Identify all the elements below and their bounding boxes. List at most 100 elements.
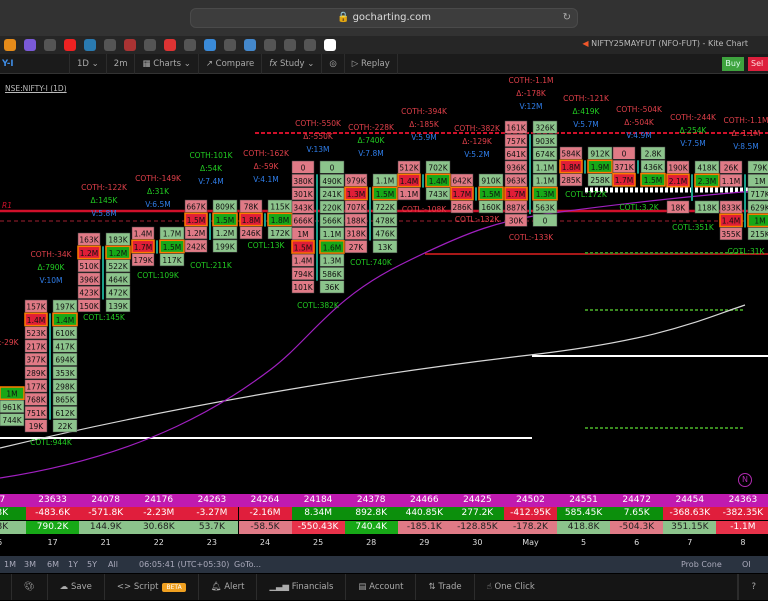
sell-volume-text: 301K (293, 190, 313, 199)
bookmark-icon[interactable] (4, 39, 16, 51)
delta-label: Δ:54K (200, 164, 223, 173)
footprint-candle: COTH:-162KΔ:-59KV:4.1M78K1.8M246K115K1.8… (240, 149, 292, 250)
replay-button[interactable]: ▷ Replay (345, 54, 398, 74)
buy-volume-text: 961K (2, 403, 22, 412)
sell-volume-text: 188K (346, 216, 366, 225)
range-1m[interactable]: 1M (4, 556, 16, 573)
charts-button[interactable]: ▦ Charts ⌄ (135, 54, 198, 74)
sell-volume-text: 157K (26, 303, 46, 312)
clock-time: 06:05:41 (UTC+05:30) (139, 556, 229, 573)
reload-icon[interactable]: ↻ (563, 9, 571, 27)
trade-label: Trade (438, 582, 461, 592)
symbol-search[interactable]: Y-I (0, 54, 70, 74)
coth-label: COTH:-382K (454, 124, 501, 133)
buy-volume-text: 1.5M (482, 190, 500, 199)
buy-volume-text: 1M (6, 390, 17, 399)
trade-button[interactable]: ⇅ Trade (416, 574, 474, 600)
close-cell: 24502 (504, 494, 557, 507)
buy-volume-text: 912K (590, 150, 610, 159)
sub-interval[interactable]: 2m (107, 54, 136, 74)
delta-label: Δ:-59K (254, 162, 280, 171)
prob-cone-button[interactable]: Prob Cone (681, 556, 722, 573)
coth-label: COTH:-394K (401, 107, 448, 116)
bookmark-icon[interactable] (124, 39, 136, 51)
interval-select[interactable]: 1D ⌄ (70, 54, 107, 74)
coth-label: COTH:-121K (563, 94, 610, 103)
buy-volume-text: 241K (322, 190, 342, 199)
buy-volume-text: 1.1M (536, 177, 554, 186)
save-button[interactable]: ☁ Save (48, 574, 105, 600)
bookmark-icon[interactable] (204, 39, 216, 51)
study-button[interactable]: fx Study ⌄ (262, 54, 322, 74)
cotl-label: COTL:740K (350, 258, 393, 267)
sell-volume-text: 1.7M (507, 190, 525, 199)
account-button[interactable]: ▤ Account (346, 574, 416, 600)
range-6m[interactable]: 6M (47, 556, 59, 573)
delta-cell: 790.2K (26, 521, 79, 534)
sell-volume-text: 285K (561, 176, 581, 185)
bookmark-icon[interactable] (284, 39, 296, 51)
oi-change-row: 13K-483.6K-571.8K-2.23M-3.27M-2.16M8.34M… (0, 507, 768, 520)
range-all[interactable]: All (108, 556, 118, 573)
tab-title[interactable]: ◀ NIFTY25MAYFUT (NFO-FUT) - Kite Chart (582, 39, 748, 48)
buy-volume-text: 1.5M (644, 176, 662, 185)
bookmark-icon[interactable] (164, 39, 176, 51)
range-3m[interactable]: 3M (24, 556, 36, 573)
date-label: 22 (132, 538, 185, 547)
range-5y[interactable]: 5Y (87, 556, 97, 573)
bookmark-icon[interactable] (184, 39, 196, 51)
sell-volume-text: 27K (349, 243, 365, 252)
bookmark-icon[interactable] (84, 39, 96, 51)
buy-volume-text: 13K (378, 243, 394, 252)
sell-button[interactable]: Sel (748, 57, 768, 71)
buy-volume-text: 0 (330, 164, 335, 173)
interval-value: 1D (77, 59, 89, 69)
date-label: 5 (557, 538, 610, 547)
url-bar[interactable]: 🔒 gocharting.com↻ (190, 8, 578, 28)
sell-volume-text: 1.4M (400, 177, 418, 186)
bookmark-icon[interactable] (224, 39, 236, 51)
help-button[interactable]: ? (738, 574, 768, 600)
alert-label: Alert (224, 582, 244, 592)
buy-volume-text: 566K (322, 217, 342, 226)
indicator-badge[interactable]: N (738, 473, 752, 487)
oi-change-cell: 892.8K (345, 507, 398, 520)
theme-button[interactable]: 🎨︎ (12, 574, 48, 600)
sell-volume-text: 1.1M (400, 190, 418, 199)
screenshot-button[interactable]: ◎ (322, 54, 344, 74)
close-cell: 24363 (716, 494, 768, 507)
financials-button[interactable]: ▁▃▅ Financials (257, 574, 346, 600)
sell-volume-text: 246K (241, 229, 261, 238)
bookmark-icon[interactable] (24, 39, 36, 51)
buy-volume-text: 115K (270, 203, 290, 212)
cloud-icon: ☁ (60, 582, 69, 592)
buy-volume-text: 903K (535, 137, 555, 146)
sell-volume-text: 1.8M (562, 163, 580, 172)
delta-label: Δ:-178K (516, 89, 547, 98)
bar-chart-icon: ▁▃▅ (269, 582, 289, 592)
spacer (0, 574, 12, 600)
bookmark-icon[interactable] (144, 39, 156, 51)
delta-cell: 88K (0, 521, 26, 534)
footprint-chart[interactable]: R1COTH:-29K1M961K744KCOTH:-34KΔ:790KV:10… (0, 74, 768, 492)
buy-volume-text: 1.2M (216, 229, 234, 238)
buy-button[interactable]: Buy (722, 57, 744, 71)
google-icon[interactable] (324, 39, 336, 51)
bookmark-icon[interactable] (304, 39, 316, 51)
compare-button[interactable]: ↗ Compare (199, 54, 262, 74)
one-click-button[interactable]: ☝ One Click (475, 574, 739, 600)
bookmark-icon[interactable] (244, 39, 256, 51)
bookmark-icon[interactable] (264, 39, 276, 51)
footprint-candle: COTH:-228KΔ:740KV:7.8M979K1.3M707K188K31… (345, 123, 397, 267)
range-1y[interactable]: 1Y (68, 556, 78, 573)
buy-volume-text: 117K (162, 256, 182, 265)
goto-button[interactable]: GoTo... (234, 556, 261, 573)
youtube-icon[interactable] (64, 39, 76, 51)
bookmark-icon[interactable] (44, 39, 56, 51)
buy-volume-text: 298K (55, 382, 75, 391)
bookmark-icon[interactable] (104, 39, 116, 51)
alert-button[interactable]: 🔔︎ Alert (199, 574, 258, 600)
sell-volume-text: 768K (26, 396, 46, 405)
